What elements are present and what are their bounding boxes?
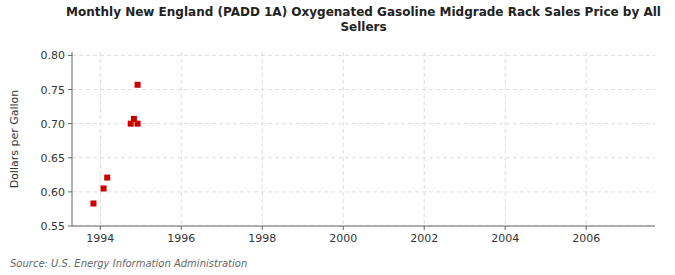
tick <box>262 226 263 230</box>
tick <box>586 226 587 230</box>
tick-label: 2006 <box>572 232 600 245</box>
tick <box>68 123 72 124</box>
tick <box>424 226 425 230</box>
tick-label: 0.80 <box>41 49 66 62</box>
tick-label: 1996 <box>167 232 195 245</box>
tick-label: 1994 <box>86 232 114 245</box>
grid-line <box>343 52 344 226</box>
tick-label: 2002 <box>410 232 438 245</box>
grid-line <box>181 52 182 226</box>
grid-line <box>72 157 655 158</box>
tick-label: 2004 <box>491 232 519 245</box>
tick-label: 0.65 <box>41 152 66 165</box>
grid-line <box>72 226 655 227</box>
grid-line <box>586 52 587 226</box>
chart: Monthly New England (PADD 1A) Oxygenated… <box>0 0 675 275</box>
tick-label: 2000 <box>329 232 357 245</box>
tick-label: 0.75 <box>41 84 66 97</box>
grid <box>72 52 655 226</box>
grid-line <box>72 89 655 90</box>
grid-line <box>72 191 655 192</box>
tick <box>68 157 72 158</box>
title: Monthly New England (PADD 1A) Oxygenated… <box>66 5 661 34</box>
tick <box>343 226 344 230</box>
tick <box>505 226 506 230</box>
source: Source: U.S. Energy Information Administ… <box>10 258 247 269</box>
tick <box>68 226 72 227</box>
grid-line <box>505 52 506 226</box>
grid-line <box>424 52 425 226</box>
grid-line <box>72 123 655 124</box>
tick-label: 0.60 <box>41 186 66 199</box>
tick <box>100 226 101 230</box>
point <box>104 175 110 181</box>
grid-line <box>100 52 101 226</box>
point <box>90 200 96 206</box>
grid-line <box>72 55 655 56</box>
title-line: Monthly New England (PADD 1A) Oxygenated… <box>66 5 661 19</box>
y-axis <box>72 52 73 226</box>
point <box>135 121 141 127</box>
tick <box>181 226 182 230</box>
points <box>90 82 140 207</box>
tick <box>68 191 72 192</box>
tick <box>68 55 72 56</box>
tick-label: 0.70 <box>41 118 66 131</box>
point <box>101 185 107 191</box>
title-line: Sellers <box>340 20 386 34</box>
tick <box>68 89 72 90</box>
x-axis <box>72 226 655 227</box>
y-label: Dollars per Gallon <box>8 90 21 189</box>
tick-label: 1998 <box>248 232 276 245</box>
axes: 0.55 0.60 0.65 0.70 0.75 0.80 1994 1996 1998 2000… <box>41 49 656 245</box>
tick-label: 0.55 <box>41 220 66 233</box>
grid-line <box>262 52 263 226</box>
point <box>135 82 141 88</box>
